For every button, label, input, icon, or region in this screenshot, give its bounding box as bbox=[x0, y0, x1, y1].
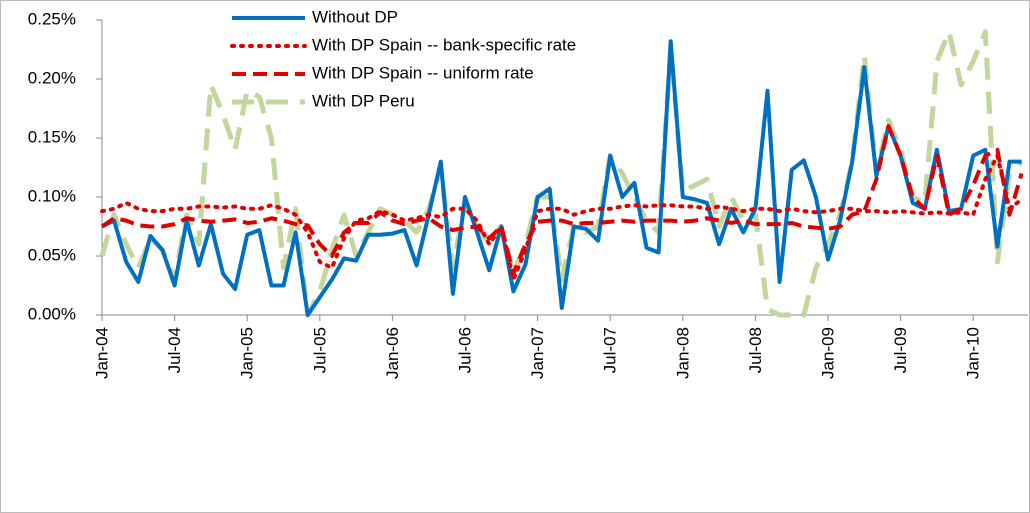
y-tick-label: 0.20% bbox=[28, 68, 76, 87]
y-tick-label: 0.05% bbox=[28, 245, 76, 264]
x-tick-label: Jan-09 bbox=[818, 327, 837, 379]
series-line bbox=[100, 124, 1024, 276]
x-tick-label: Jul-06 bbox=[455, 327, 474, 373]
y-tick-label: 0.00% bbox=[28, 304, 76, 323]
x-tick-label: Jan-07 bbox=[528, 327, 547, 379]
x-tick-label: Jan-05 bbox=[238, 327, 257, 379]
y-tick-label: 0.10% bbox=[28, 186, 76, 205]
y-tick-label: 0.25% bbox=[28, 9, 76, 28]
x-tick-label: Jul-08 bbox=[746, 327, 765, 373]
x-tick-label: Jul-09 bbox=[891, 327, 910, 373]
legend-label: With DP Spain -- bank-specific rate bbox=[312, 35, 576, 54]
x-tick-label: Jul-07 bbox=[601, 327, 620, 373]
x-tick-label: Jan-06 bbox=[383, 327, 402, 379]
legend-label: With DP Peru bbox=[312, 91, 415, 110]
x-tick-label: Jul-05 bbox=[310, 327, 329, 373]
series-line bbox=[101, 39, 1022, 317]
series-line bbox=[100, 153, 1024, 282]
legend-label: With DP Spain -- uniform rate bbox=[312, 63, 534, 82]
x-tick-label: Jan-04 bbox=[92, 327, 111, 379]
legend-label: Without DP bbox=[312, 7, 398, 26]
x-tick-label: Jan-10 bbox=[964, 327, 983, 379]
x-tick-label: Jan-08 bbox=[673, 327, 692, 379]
y-tick-label: 0.15% bbox=[28, 127, 76, 146]
x-tick-label: Jul-04 bbox=[165, 327, 184, 373]
